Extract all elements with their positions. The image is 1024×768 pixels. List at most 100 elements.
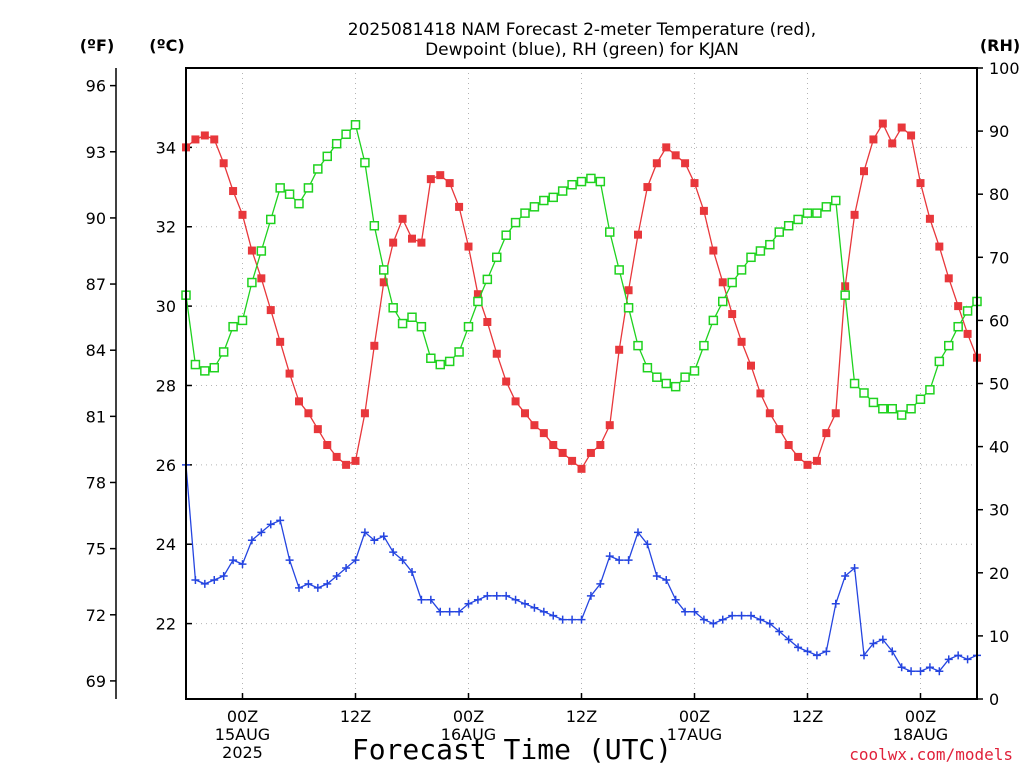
temperature-point [266, 306, 275, 315]
rh-point [369, 221, 380, 231]
temperature-point [502, 377, 511, 386]
dewpoint-point [558, 615, 567, 624]
temperature-point [925, 214, 934, 223]
x-tick-label: 00Z [905, 707, 936, 726]
rh-point [539, 195, 549, 206]
rh-point [595, 176, 606, 187]
temperature-point [370, 341, 379, 350]
temperature-point [690, 179, 699, 188]
rh-point [802, 208, 813, 218]
temperature-point [408, 234, 416, 243]
temperature-point [521, 409, 529, 418]
rh-unit-label: (RH) [980, 36, 1020, 55]
temperature-point [313, 425, 322, 434]
rh-point [284, 189, 295, 199]
rh-tick-label: 70 [989, 248, 1009, 267]
dewpoint-point [944, 655, 953, 664]
temperature-point [935, 242, 944, 251]
dewpoint-point [304, 579, 313, 588]
rh-point [670, 381, 681, 392]
dewpoint-point [398, 556, 407, 565]
dewpoint-point [408, 568, 416, 577]
dewpoint-point [464, 599, 473, 608]
rh-point [350, 120, 361, 130]
dewpoint-point [483, 591, 492, 600]
temperature-point [803, 460, 812, 469]
temperature-point [681, 159, 690, 168]
dewpoint-point [436, 607, 445, 616]
dewpoint-point [671, 595, 680, 604]
temperature-point [652, 159, 661, 168]
dewpoint-point [473, 595, 482, 604]
x-tick-label: 16AUG [441, 725, 496, 744]
rh-point [331, 138, 342, 149]
dewpoint-point [586, 591, 595, 600]
x-tick-label: 12Z [566, 707, 597, 726]
temperature-point [775, 425, 784, 434]
dewpoint-point [812, 651, 821, 660]
dewpoint-point [634, 528, 642, 537]
rh-point [727, 277, 737, 288]
x-tick-label: 17AUG [667, 725, 722, 744]
dewpoint-point [907, 667, 916, 676]
dewpoint-point [605, 552, 614, 561]
temperature-point [247, 246, 256, 255]
dewpoint-point [756, 615, 765, 624]
temperature-point [784, 441, 793, 450]
rh-tick-label: 90 [989, 122, 1009, 141]
rh-point [463, 321, 474, 332]
rh-point [793, 214, 803, 225]
temperature-point [360, 409, 369, 418]
temperature-point [586, 448, 595, 457]
temperature-point [276, 337, 285, 346]
temperature-point [747, 361, 755, 370]
dewpoint-point [624, 556, 633, 565]
rh-point [397, 318, 408, 329]
rh-tick-label: 100 [989, 59, 1020, 78]
rh-point [218, 347, 229, 357]
celsius-tick-label: 32 [156, 218, 176, 237]
fahrenheit-tick-label: 87 [86, 275, 106, 294]
rh-point [661, 378, 671, 389]
temperature-point [219, 159, 228, 168]
dewpoint-point [521, 599, 529, 608]
temperature-point [398, 214, 407, 223]
temperature-point [596, 441, 605, 450]
temperature-point [756, 389, 765, 398]
temperature-point [907, 131, 916, 140]
rh-point [492, 252, 502, 263]
rh-point [529, 202, 540, 212]
fahrenheit-tick-label: 75 [86, 540, 106, 559]
rh-point [426, 353, 436, 364]
temperature-point [436, 171, 445, 180]
temperature-point [624, 286, 633, 295]
dewpoint-point [370, 536, 379, 545]
dewpoint-point [389, 548, 398, 557]
dewpoint-point [718, 615, 727, 624]
fahrenheit-unit-label: (ºF) [80, 36, 115, 55]
dewpoint-point [426, 595, 435, 604]
dewpoint-point [360, 528, 369, 537]
dewpoint-point [200, 579, 209, 588]
rh-point [689, 366, 700, 376]
rh-point [473, 296, 483, 307]
rh-point [896, 410, 907, 420]
celsius-unit-label: (ºC) [149, 36, 184, 55]
dewpoint-point [229, 556, 238, 565]
dewpoint-point [784, 635, 793, 644]
dewpoint-point [737, 611, 746, 620]
rh-point [435, 359, 445, 370]
temperature-point [577, 464, 586, 473]
dewpoint-point [615, 556, 624, 565]
dewpoint-point [257, 528, 266, 537]
temperature-point [342, 460, 351, 469]
rh-point [887, 403, 897, 414]
rh-point [520, 208, 530, 218]
dewpoint-point [860, 651, 868, 660]
dewpoint-point [662, 575, 671, 584]
rh-point [266, 214, 276, 225]
x-tick-label: 00Z [679, 707, 710, 726]
source-credit: coolwx.com/models [849, 745, 1013, 764]
